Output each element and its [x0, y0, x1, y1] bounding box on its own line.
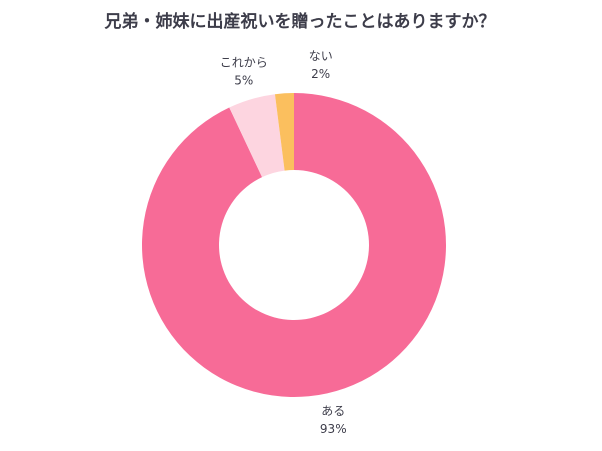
segment-value: 5%	[234, 74, 253, 88]
donut-segment	[274, 93, 294, 171]
segment-label: ある	[321, 404, 345, 418]
chart-title: 兄弟・姉妹に出産祝いを贈ったことはありますか？	[104, 11, 496, 32]
donut-segment	[141, 93, 447, 397]
segment-value: 2%	[311, 67, 330, 81]
segment-value: 93%	[320, 422, 347, 436]
segment-label: これから	[220, 56, 268, 70]
donut-segment	[229, 94, 285, 178]
segment-label: ない	[309, 49, 333, 63]
